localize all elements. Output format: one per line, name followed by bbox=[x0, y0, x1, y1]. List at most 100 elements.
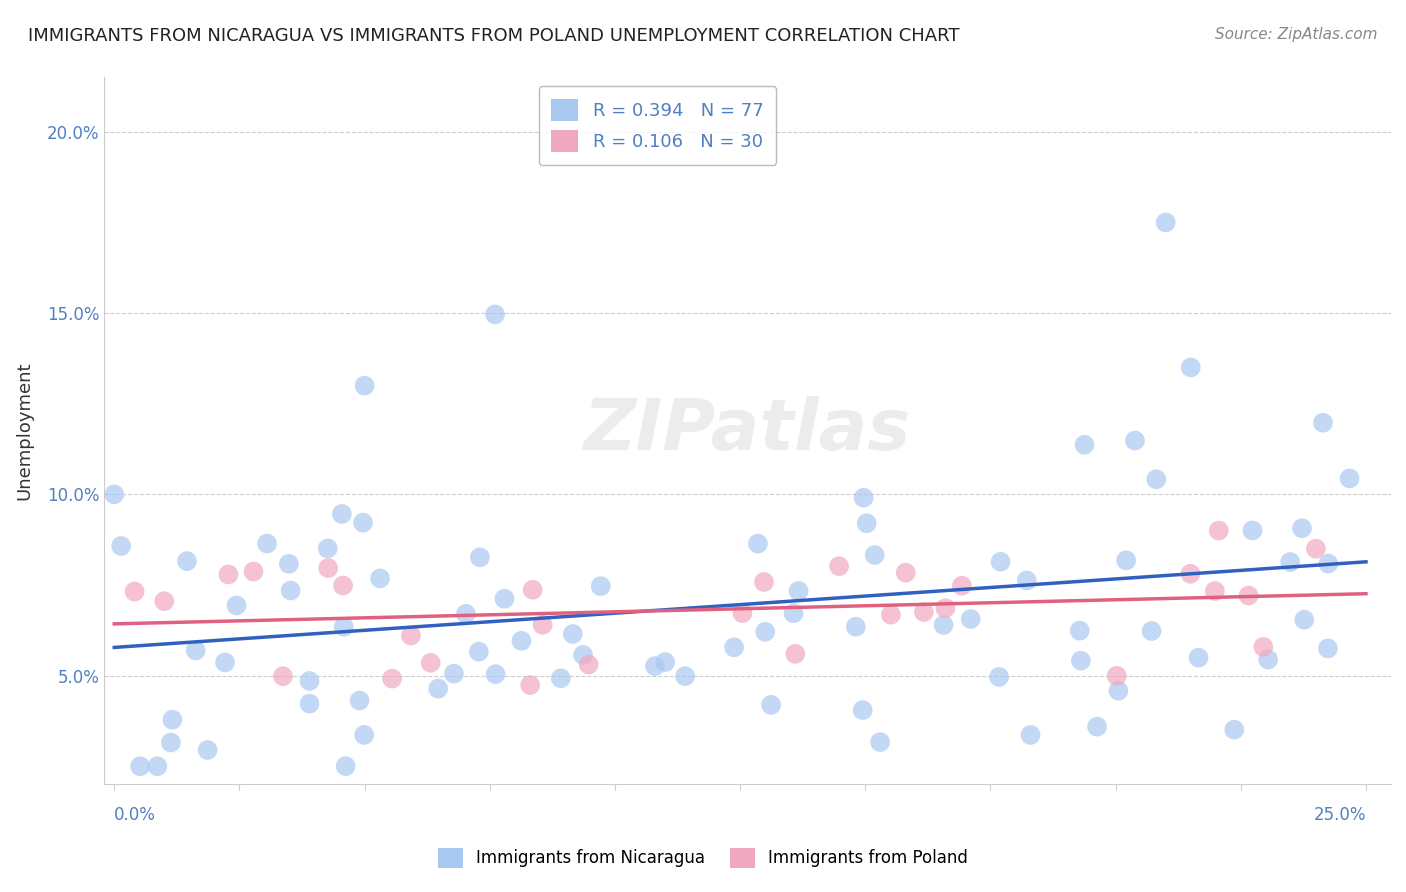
Point bbox=[1204, 584, 1226, 599]
Point bbox=[550, 671, 572, 685]
Point bbox=[852, 703, 875, 717]
Point bbox=[1305, 541, 1327, 556]
Point bbox=[242, 565, 264, 579]
Point bbox=[759, 698, 782, 712]
Point bbox=[124, 584, 146, 599]
Point bbox=[1241, 524, 1264, 538]
Point bbox=[1070, 654, 1092, 668]
Point bbox=[176, 554, 198, 568]
Text: 0.0%: 0.0% bbox=[114, 806, 156, 824]
Text: IMMIGRANTS FROM NICARAGUA VS IMMIGRANTS FROM POLAND UNEMPLOYMENT CORRELATION CHA: IMMIGRANTS FROM NICARAGUA VS IMMIGRANTS … bbox=[28, 27, 960, 45]
Point bbox=[1187, 650, 1209, 665]
Point bbox=[1069, 624, 1091, 638]
Point bbox=[381, 672, 404, 686]
Point bbox=[912, 605, 935, 619]
Point bbox=[1253, 640, 1275, 654]
Point bbox=[752, 574, 775, 589]
Point bbox=[932, 618, 955, 632]
Point bbox=[723, 640, 745, 655]
Point bbox=[522, 582, 544, 597]
Point bbox=[316, 541, 339, 556]
Point bbox=[298, 673, 321, 688]
Point bbox=[271, 669, 294, 683]
Point bbox=[454, 607, 477, 621]
Point bbox=[110, 539, 132, 553]
Point bbox=[129, 759, 152, 773]
Point bbox=[1208, 524, 1230, 538]
Y-axis label: Unemployment: Unemployment bbox=[15, 361, 32, 500]
Point bbox=[1105, 669, 1128, 683]
Point bbox=[561, 627, 583, 641]
Point bbox=[146, 759, 169, 773]
Point bbox=[894, 566, 917, 580]
Point bbox=[225, 599, 247, 613]
Point bbox=[519, 678, 541, 692]
Point bbox=[572, 648, 595, 662]
Point bbox=[1144, 472, 1167, 486]
Text: 25.0%: 25.0% bbox=[1313, 806, 1367, 824]
Point bbox=[855, 516, 877, 531]
Point bbox=[782, 607, 804, 621]
Point bbox=[277, 557, 299, 571]
Point bbox=[785, 647, 807, 661]
Point bbox=[852, 491, 875, 505]
Point bbox=[197, 743, 219, 757]
Point bbox=[160, 735, 183, 749]
Point bbox=[427, 681, 450, 696]
Point bbox=[494, 591, 516, 606]
Point bbox=[531, 618, 554, 632]
Point bbox=[1107, 683, 1129, 698]
Point bbox=[1085, 720, 1108, 734]
Point bbox=[1180, 360, 1202, 375]
Point bbox=[330, 507, 353, 521]
Point bbox=[673, 669, 696, 683]
Point bbox=[484, 307, 506, 321]
Point bbox=[1316, 641, 1339, 656]
Point bbox=[1115, 553, 1137, 567]
Point bbox=[880, 607, 903, 622]
Point bbox=[510, 633, 533, 648]
Point bbox=[368, 571, 391, 585]
Point bbox=[754, 624, 776, 639]
Point bbox=[1019, 728, 1042, 742]
Point bbox=[214, 656, 236, 670]
Point bbox=[1237, 589, 1260, 603]
Point bbox=[578, 657, 600, 672]
Point bbox=[934, 601, 956, 615]
Point bbox=[419, 656, 441, 670]
Point bbox=[869, 735, 891, 749]
Point bbox=[280, 583, 302, 598]
Point bbox=[349, 693, 371, 707]
Point bbox=[443, 666, 465, 681]
Point bbox=[990, 555, 1012, 569]
Point bbox=[1279, 555, 1302, 569]
Point bbox=[1015, 574, 1038, 588]
Point bbox=[1291, 521, 1313, 535]
Point bbox=[1154, 215, 1177, 229]
Point bbox=[654, 655, 676, 669]
Point bbox=[333, 620, 356, 634]
Point bbox=[1257, 652, 1279, 666]
Point bbox=[1294, 613, 1316, 627]
Point bbox=[644, 659, 666, 673]
Point bbox=[1123, 434, 1146, 448]
Point bbox=[184, 643, 207, 657]
Point bbox=[589, 579, 612, 593]
Point bbox=[845, 620, 868, 634]
Text: Source: ZipAtlas.com: Source: ZipAtlas.com bbox=[1215, 27, 1378, 42]
Point bbox=[959, 612, 981, 626]
Point bbox=[1223, 723, 1246, 737]
Legend: Immigrants from Nicaragua, Immigrants from Poland: Immigrants from Nicaragua, Immigrants fr… bbox=[432, 841, 974, 875]
Point bbox=[787, 584, 810, 599]
Point bbox=[298, 697, 321, 711]
Point bbox=[256, 536, 278, 550]
Point bbox=[103, 487, 125, 501]
Point bbox=[731, 606, 754, 620]
Point bbox=[950, 579, 973, 593]
Point bbox=[217, 567, 239, 582]
Point bbox=[468, 645, 491, 659]
Point bbox=[484, 667, 506, 681]
Point bbox=[353, 728, 375, 742]
Point bbox=[828, 559, 851, 574]
Point bbox=[162, 713, 184, 727]
